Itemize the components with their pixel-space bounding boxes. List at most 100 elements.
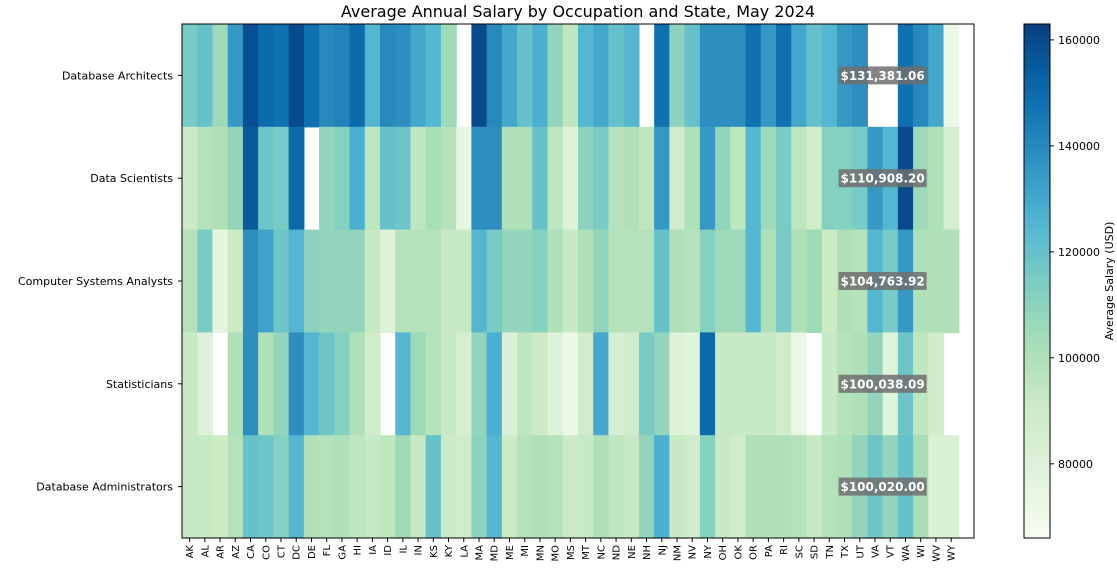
heatmap-cell xyxy=(791,126,808,231)
x-tick-label: OK xyxy=(733,545,744,560)
heatmap-cell xyxy=(806,229,823,333)
colorbar-tick-label: 100000 xyxy=(1058,352,1100,365)
heatmap-cell xyxy=(456,332,472,436)
heatmap-cell xyxy=(699,229,716,333)
heatmap-cell xyxy=(410,435,427,539)
heatmap-cell xyxy=(471,24,488,128)
heatmap-cell xyxy=(364,24,381,128)
heatmap-cell xyxy=(486,24,503,128)
heatmap-cell xyxy=(669,126,686,231)
heatmap-cell xyxy=(364,332,381,436)
heatmap-cell xyxy=(501,24,518,128)
heatmap-cell xyxy=(684,126,701,231)
heatmap-cell xyxy=(288,126,305,231)
heatmap-cell xyxy=(684,332,701,436)
heatmap-cell xyxy=(364,229,381,333)
heatmap-cell xyxy=(227,24,244,128)
heatmap-cell xyxy=(760,24,777,128)
heatmap-cell xyxy=(273,229,290,333)
heatmap-cell xyxy=(197,435,214,539)
heatmap-cell xyxy=(730,435,747,539)
heatmap-cell xyxy=(395,332,412,436)
heatmap-cell xyxy=(760,332,777,436)
x-tick-label: NE xyxy=(627,545,638,559)
heatmap-cell xyxy=(547,126,564,231)
heatmap-cell xyxy=(821,332,838,436)
heatmap-cell xyxy=(380,229,396,333)
heatmap-cell xyxy=(623,332,640,436)
heatmap-cell xyxy=(928,24,945,128)
heatmap-cell xyxy=(182,435,198,539)
heatmap-cell xyxy=(242,229,259,333)
heatmap-cell xyxy=(699,435,716,539)
x-tick-label: LA xyxy=(459,545,470,558)
heatmap-cell xyxy=(456,229,472,333)
heatmap-cell xyxy=(928,126,945,231)
heatmap-cell xyxy=(684,229,701,333)
x-tick-label: FL xyxy=(322,545,333,557)
x-tick-label: VA xyxy=(871,545,882,558)
heatmap-cell xyxy=(943,435,960,539)
x-tick-label: DE xyxy=(307,545,318,559)
heatmap-cell xyxy=(821,229,838,333)
average-label: $100,020.00 xyxy=(840,480,924,494)
heatmap-cell xyxy=(486,126,503,231)
heatmap-cell xyxy=(319,126,335,231)
x-tick-label: DC xyxy=(292,545,303,560)
heatmap-cell xyxy=(364,126,381,231)
heatmap-cell xyxy=(334,435,351,539)
heatmap-cell xyxy=(349,229,366,333)
y-tick-label: Database Administrators xyxy=(36,481,173,494)
heatmap-cell xyxy=(227,126,244,231)
heatmap-cell xyxy=(532,126,549,231)
heatmap-cell xyxy=(699,332,716,436)
x-tick-label: IL xyxy=(398,545,409,554)
heatmap-cell xyxy=(791,435,808,539)
heatmap-cell xyxy=(227,435,244,539)
x-tick-label: NJ xyxy=(657,545,668,555)
x-tick-label: CA xyxy=(246,545,257,559)
colorbar-ticks: 80000 100000 120000 140000 160000 xyxy=(1050,34,1100,471)
x-tick-label: OH xyxy=(718,545,729,560)
heatmap-cell xyxy=(212,126,229,231)
heatmap-cell xyxy=(547,24,564,128)
heatmap-cell xyxy=(669,435,686,539)
x-tick-label: AZ xyxy=(231,545,242,559)
heatmap-cell xyxy=(928,332,945,436)
x-tick-label: WY xyxy=(947,544,958,561)
x-tick-label: SC xyxy=(794,545,805,558)
heatmap-cell xyxy=(288,229,305,333)
heatmap-cell xyxy=(440,24,457,128)
heatmap-cell xyxy=(349,126,366,231)
heatmap-cell xyxy=(517,332,533,436)
x-tick-label: VT xyxy=(886,544,897,558)
x-tick-label: WV xyxy=(931,545,942,562)
x-tick-label: MD xyxy=(490,545,501,562)
heatmap-cell xyxy=(821,24,838,128)
heatmap-cell xyxy=(791,229,808,333)
heatmap-cell xyxy=(776,332,792,436)
heatmap-cell xyxy=(760,435,777,539)
heatmap-cell xyxy=(715,24,731,128)
average-labels: $131,381.06 $110,908.20 $104,763.92 $100,03… xyxy=(838,66,927,496)
x-tick-label: ME xyxy=(505,545,516,560)
heatmap-cell xyxy=(578,24,594,128)
heatmap-cell xyxy=(319,332,335,436)
x-tick-label: OR xyxy=(749,545,760,560)
heatmap-cell xyxy=(562,229,579,333)
heatmap-cell xyxy=(410,332,427,436)
heatmap-cell xyxy=(212,435,229,539)
heatmap-cell xyxy=(334,229,351,333)
heatmap-cell xyxy=(730,332,747,436)
heatmap-cell xyxy=(319,435,335,539)
heatmap-cell xyxy=(745,229,762,333)
heatmap-cell xyxy=(456,435,472,539)
x-tick-label: MT xyxy=(581,544,592,560)
heatmap-cell xyxy=(730,24,747,128)
average-label-box xyxy=(838,169,927,188)
x-tick-label: NY xyxy=(703,544,714,558)
heatmap-cell xyxy=(638,435,655,539)
heatmap-cell xyxy=(258,435,274,539)
x-tick-label: AL xyxy=(200,545,211,558)
heatmap-cell xyxy=(654,126,670,231)
